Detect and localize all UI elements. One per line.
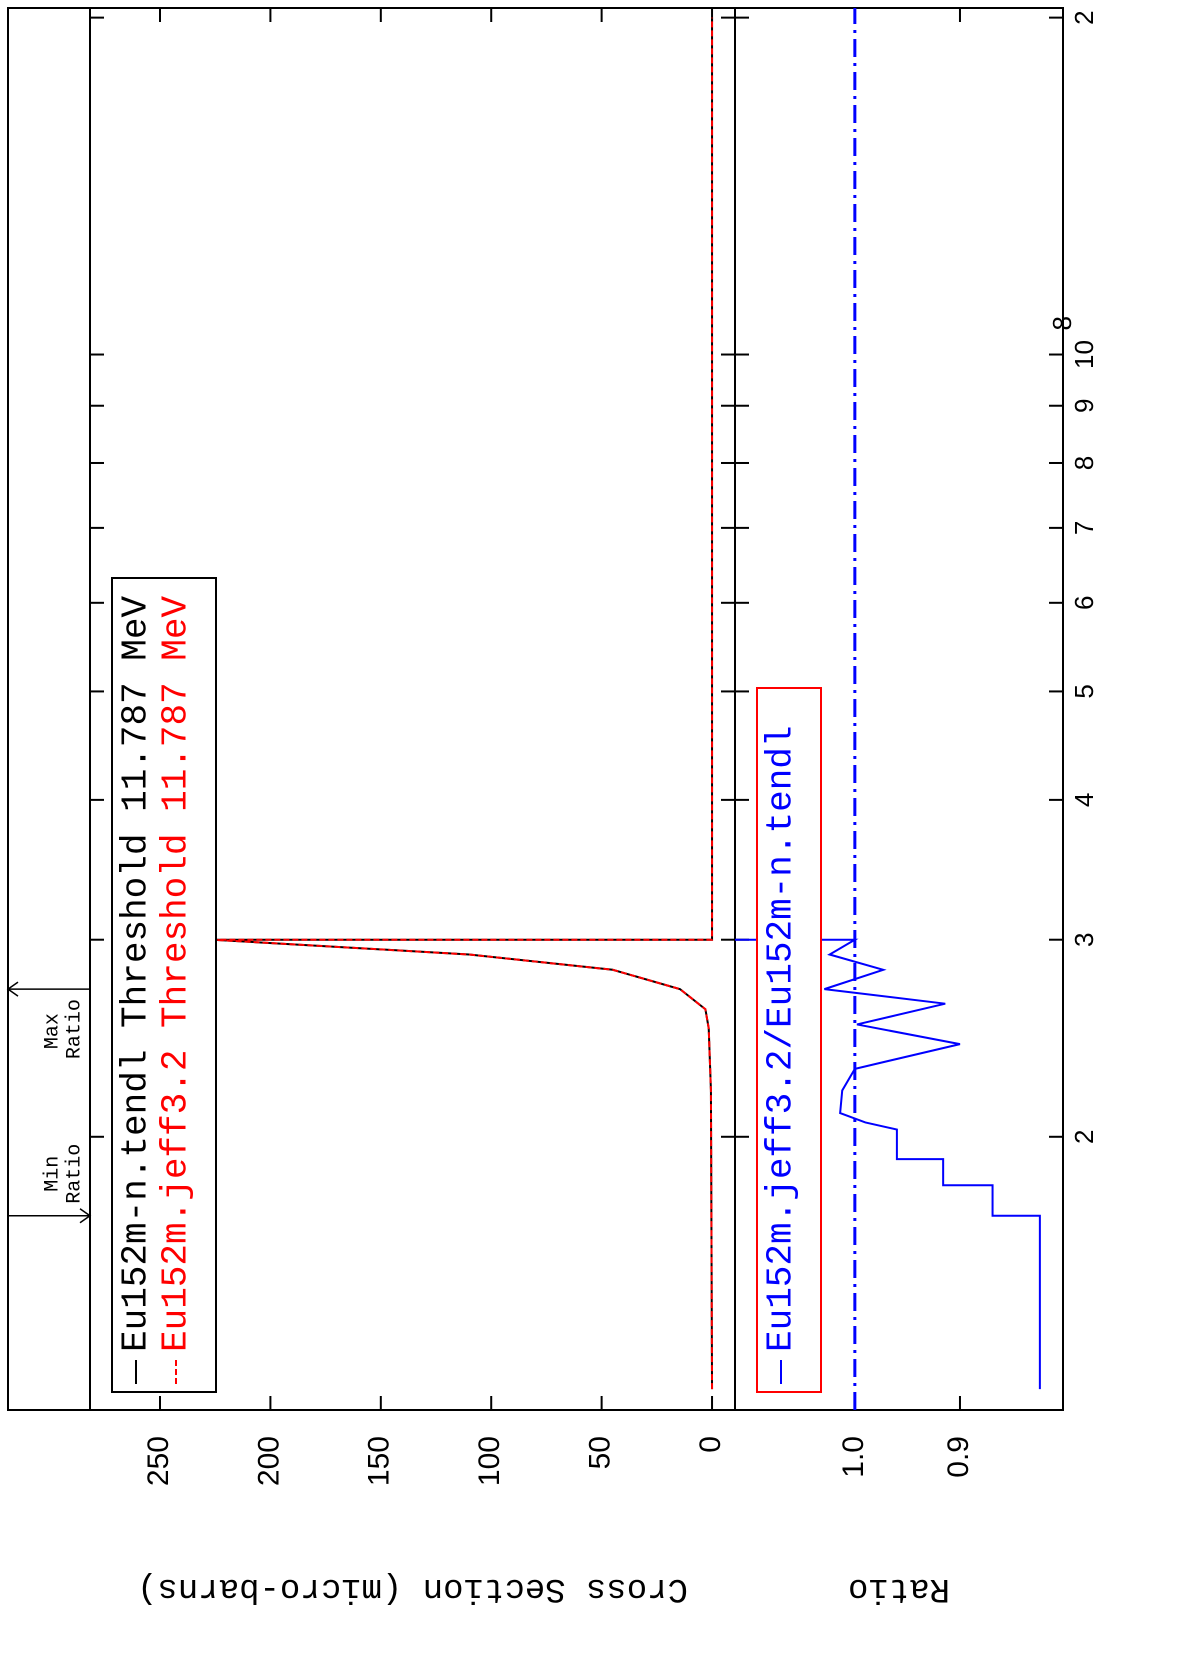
y-axis-label: Cross Section (micro-barns) (137, 1569, 688, 1607)
y-axis-label: Ratio (848, 1569, 950, 1607)
y-tick-label: 150 (363, 1436, 396, 1486)
x-tick-label: 5 (1069, 684, 1099, 698)
y-tick-label: 100 (473, 1436, 506, 1486)
y-tick-label: 1.0 (837, 1436, 870, 1478)
x-tick-label: 6 (1069, 596, 1099, 610)
x-tick-label: 7 (1069, 521, 1099, 535)
x-tick-label: 3 (1069, 932, 1099, 946)
legend-label: Eu152m.jeff3.2 Threshold 11.787 MeV (156, 595, 197, 1352)
x-tick-label: 10 (1069, 340, 1099, 369)
x-tick-label: 9 (1069, 399, 1099, 413)
legend-label: Eu152m.jeff3.2/Eu152m-n.tendl (761, 725, 802, 1352)
frame (7, 7, 1064, 1411)
legend-label: Eu152m-n.tendl Threshold 11.787 MeV (116, 595, 157, 1352)
series-line (212, 17, 714, 1390)
annotation-text: Ratio (63, 999, 86, 1059)
x-tick-label: 2 (1069, 1130, 1099, 1144)
x-tick-label: 8 (1069, 456, 1099, 470)
annotation-text: Ratio (63, 1144, 86, 1204)
y-tick-label: 50 (584, 1436, 617, 1469)
y-tick-label: 0 (694, 1436, 727, 1453)
series-line (735, 938, 1041, 1390)
x-tick-label: 2 (1069, 10, 1099, 24)
x-tick-label: 4 (1069, 793, 1099, 807)
legend-box (111, 577, 217, 1393)
arrow-head (6, 981, 19, 997)
legend-box (756, 687, 822, 1393)
y-tick-label: 200 (252, 1436, 285, 1486)
annotation-text: Max (41, 1013, 64, 1049)
annotation-text: Min (41, 1156, 64, 1192)
y-tick-label: 0.9 (942, 1436, 975, 1478)
arrow-head (79, 1208, 92, 1224)
rotated-plot: 0 50 100 150 200 250 Cross Section (micro-barn… (6, 7, 1099, 1607)
series-line (212, 17, 714, 1390)
y-tick-label: 250 (142, 1436, 175, 1486)
x-tick-exponent: 8 (1047, 316, 1077, 330)
